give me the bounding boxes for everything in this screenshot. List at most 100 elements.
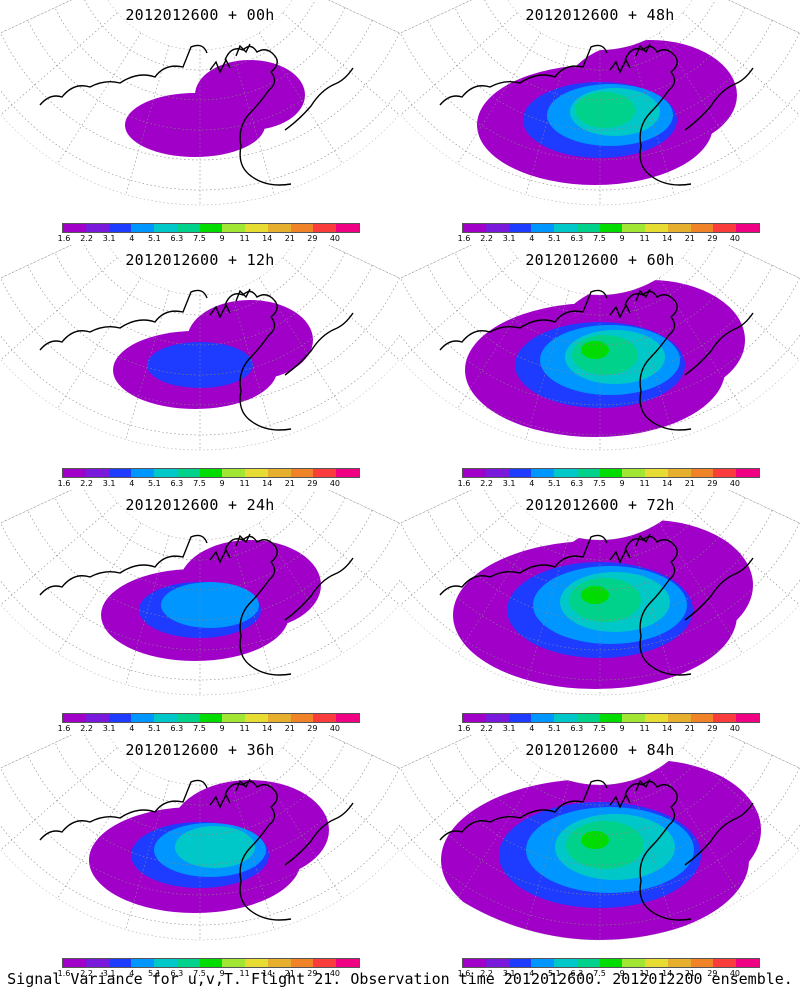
latitude-circle: [454, 252, 746, 346]
meridian-line: [525, 290, 570, 440]
map-panel: 2012012600 + 36h 1.6 2.2 3.1 4 5.1 6.3 7.5 9 11 14…: [0, 735, 400, 980]
colorbar-swatch: [463, 469, 486, 477]
meridian-line: [282, 12, 400, 115]
coastline-eurasia: [439, 289, 608, 351]
colorbar-labels: 1.6 2.2 3.1 4 5.1 6.3 7.5 9 11 14 21 29 40: [458, 234, 760, 245]
colorbar-swatch: [154, 714, 177, 722]
meridian-line: [630, 780, 675, 930]
colorbar-swatch: [485, 224, 509, 232]
colorbar-tick-label: 5.1: [547, 724, 561, 733]
colorbar-swatch: [313, 224, 337, 232]
meridian-line: [457, 767, 542, 899]
coastline-north-america: [624, 780, 692, 921]
polar-map: [400, 490, 800, 696]
coastline-eurasia: [439, 44, 608, 106]
colorbar-swatch: [713, 959, 737, 967]
figure-caption: Signal Variance for u,v,T. Flight 21. Ob…: [7, 970, 793, 988]
colorbar-swatch: [531, 714, 555, 722]
colorbar-tick-label: 14: [262, 969, 273, 978]
colorbar-tick-label: 9: [619, 479, 625, 488]
colorbar-tick-label: 40: [729, 479, 741, 488]
panel-title: 2012012600 + 24h: [125, 496, 275, 514]
colorbar-tick-label: 6.3: [570, 234, 584, 243]
colorbar-tick-label: 3.1: [102, 969, 116, 978]
colorbar-swatch: [245, 959, 268, 967]
colorbar-swatch: [131, 224, 155, 232]
colorbar-swatch: [108, 469, 132, 477]
colorbar-swatch: [222, 959, 246, 967]
colorbar-tick-label: 29: [307, 234, 318, 243]
latitude-circle: [454, 7, 746, 101]
colorbar-swatch: [736, 959, 759, 967]
colorbar-swatch: [622, 959, 646, 967]
colorbar-swatch: [290, 224, 314, 232]
meridian-line: [682, 502, 800, 605]
latitude-circle: [0, 579, 400, 681]
meridian-line: [230, 535, 275, 685]
coastlines: [39, 533, 354, 676]
colorbar-tick-label: 14: [262, 724, 273, 733]
colorbar-tick-label: 2.2: [480, 724, 493, 733]
meridian-line: [125, 290, 170, 440]
colorbar-tick-label: 9: [219, 724, 225, 733]
colorbar-tick-label: 4: [129, 479, 135, 488]
panel-title: 2012012600 + 84h: [525, 741, 675, 759]
meridian-line: [0, 747, 118, 850]
colorbar-tick-label: 21: [684, 724, 695, 733]
colorbar-tick-label: 2.2: [480, 479, 493, 488]
colorbar-swatch: [713, 469, 737, 477]
colorbar-swatch: [576, 959, 600, 967]
colorbar: [462, 958, 760, 968]
colorbar-swatch: [463, 224, 486, 232]
polar-map: [0, 735, 400, 941]
colorbar-tick-label: 6.3: [570, 479, 584, 488]
colorbar-swatch: [667, 959, 691, 967]
colorbar-tick-label: 40: [729, 969, 741, 978]
colorbar-swatch: [599, 959, 623, 967]
colorbar-swatch: [267, 224, 291, 232]
map-panel: 2012012600 + 24h 1.6 2.2 3.1 4 5.1 6.3 7.5 9 11 14…: [0, 490, 400, 735]
map-domain-outline: [0, 245, 400, 451]
colorbar-tick-label: 5.1: [147, 479, 161, 488]
panel-title: 2012012600 + 48h: [525, 6, 675, 24]
colorbar-swatch: [85, 714, 109, 722]
polar-map: [400, 735, 800, 941]
meridian-line: [327, 735, 400, 769]
latitude-circle: [0, 89, 400, 191]
colorbar-tick-label: 11: [639, 724, 650, 733]
map-panel: 2012012600 + 72h 1.6 2.2 3.1 4 5.1 6.3 7.5 9 11 14…: [400, 490, 800, 735]
colorbar-swatch: [645, 224, 668, 232]
meridian-line: [230, 780, 275, 930]
coastline-north-america: [624, 290, 692, 431]
meridian-line: [682, 257, 800, 360]
colorbar-swatch: [531, 224, 555, 232]
meridian-line: [0, 0, 73, 34]
field-blob: [581, 586, 609, 604]
colorbar: [462, 223, 760, 233]
colorbar-tick-label: 7.5: [593, 969, 606, 978]
coastlines: [39, 43, 354, 186]
colorbar-swatch: [176, 469, 200, 477]
colorbar-tick-label: 6.3: [170, 724, 184, 733]
meridian-line: [525, 780, 570, 930]
latitude-circle: [27, 265, 373, 376]
colorbar-swatch: [622, 224, 646, 232]
colorbar-tick-label: 29: [707, 479, 718, 488]
colorbar-swatch: [108, 714, 132, 722]
colorbar-tick-label: 14: [662, 479, 673, 488]
colorbar-tick-label: 4: [529, 479, 535, 488]
colorbar-swatch: [531, 469, 555, 477]
colorbar-labels: 1.6 2.2 3.1 4 5.1 6.3 7.5 9 11 14 21 29 40: [458, 479, 760, 490]
colorbar-swatch: [63, 714, 86, 722]
meridian-line: [0, 257, 118, 360]
colorbar-swatch: [485, 714, 509, 722]
latitude-circle: [400, 334, 800, 436]
coastline-eurasia: [39, 289, 208, 351]
lat-lon-grid: [400, 0, 800, 205]
variance-field: [477, 40, 737, 185]
coastline-east: [684, 557, 754, 621]
colorbar-tick-label: 14: [662, 969, 673, 978]
variance-field: [89, 780, 329, 913]
polar-map: [400, 0, 800, 206]
colorbar-tick-label: 4: [529, 969, 535, 978]
